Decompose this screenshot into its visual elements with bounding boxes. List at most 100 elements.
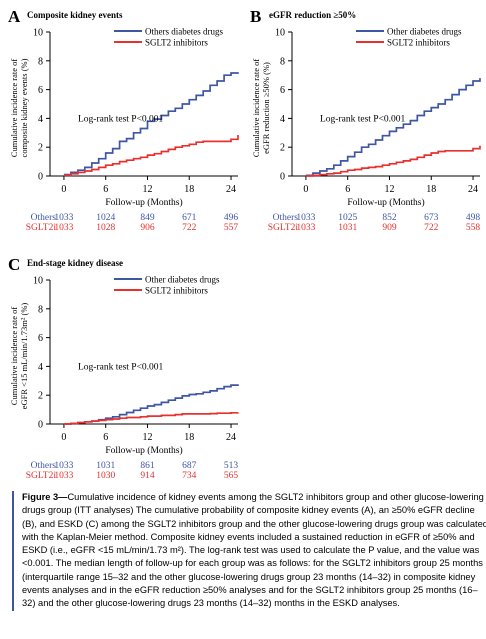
panel-title: Composite kidney events [27, 10, 123, 20]
y-axis-label: eGFR reduction ≥50% (%) [261, 62, 271, 154]
y-tick-label: 10 [33, 28, 43, 39]
risk-value: 1033 [296, 213, 315, 223]
x-tick-label: 6 [103, 432, 108, 443]
y-tick-label: 0 [38, 420, 43, 431]
y-axis-label: eGFR <15 mL/min/1.73m² (%) [19, 303, 29, 410]
x-tick-label: 12 [142, 432, 152, 443]
x-tick-label: 24 [226, 432, 236, 443]
x-tick-label: 18 [184, 432, 194, 443]
risk-value: 1033 [54, 471, 73, 481]
y-tick-label: 10 [33, 276, 43, 287]
risk-value: 496 [224, 213, 239, 223]
legend-label: SGLT2 inhibitors [145, 38, 208, 48]
risk-row-label: SGLT2i [26, 223, 57, 233]
y-tick-label: 4 [280, 114, 285, 125]
risk-row-label: Others [31, 213, 57, 223]
y-tick-label: 4 [38, 362, 43, 373]
series-line-sglt2 [63, 411, 239, 425]
risk-value: 909 [382, 223, 397, 233]
risk-value: 1031 [96, 461, 115, 471]
x-axis-label: Follow-up (Months) [347, 197, 424, 208]
y-tick-label: 0 [38, 172, 43, 183]
y-tick-label: 2 [280, 143, 285, 154]
risk-row-label: Others [273, 213, 299, 223]
log-rank-annotation: Log-rank test P<0.001 [320, 114, 406, 124]
x-tick-label: 18 [184, 184, 194, 195]
risk-value: 558 [466, 223, 481, 233]
risk-value: 1033 [54, 213, 73, 223]
x-tick-label: 0 [303, 184, 308, 195]
risk-value: 1024 [96, 213, 115, 223]
panel-letter: A [8, 7, 21, 26]
panel-letter: B [250, 7, 261, 26]
y-axis-label: Cumulative incidence rate of [9, 59, 19, 158]
log-rank-annotation: Log-rank test P<0.001 [78, 362, 164, 372]
y-tick-label: 6 [38, 333, 43, 344]
risk-value: 557 [224, 223, 239, 233]
series-line-sglt2 [305, 145, 481, 177]
x-tick-label: 24 [468, 184, 478, 195]
y-tick-label: 6 [280, 85, 285, 96]
y-tick-label: 8 [280, 56, 285, 67]
x-tick-label: 12 [142, 184, 152, 195]
y-tick-label: 2 [38, 143, 43, 154]
panel-letter: C [8, 255, 20, 274]
x-tick-label: 12 [384, 184, 394, 195]
figure-caption: Figure 3—Cumulative incidence of kidney … [12, 491, 486, 611]
x-tick-label: 0 [61, 432, 66, 443]
caption-text: Cumulative incidence of kidney events am… [22, 492, 486, 609]
risk-value: 1033 [54, 461, 73, 471]
risk-value: 1033 [296, 223, 315, 233]
x-axis-label: Follow-up (Months) [105, 445, 182, 456]
series-line-others [63, 384, 239, 425]
y-axis-label: composite kidney events (%) [19, 58, 29, 157]
risk-value: 565 [224, 471, 239, 481]
x-tick-label: 18 [426, 184, 436, 195]
risk-row-label: SGLT2i [268, 223, 299, 233]
series-line-others [63, 72, 239, 176]
x-tick-label: 6 [345, 184, 350, 195]
risk-value: 906 [140, 223, 155, 233]
x-tick-label: 0 [61, 184, 66, 195]
legend-label: Others diabetes drugs [145, 27, 223, 37]
y-tick-label: 4 [38, 114, 43, 125]
panel-title: eGFR reduction ≥50% [269, 10, 356, 20]
risk-value: 1031 [338, 223, 357, 233]
risk-value: 734 [182, 471, 197, 481]
legend-label: SGLT2 inhibitors [387, 38, 450, 48]
y-axis-label: Cumulative incidence rate of [9, 307, 19, 406]
x-tick-label: 24 [226, 184, 236, 195]
series-line-sglt2 [63, 135, 239, 177]
x-axis-label: Follow-up (Months) [105, 197, 182, 208]
risk-value: 687 [182, 461, 197, 471]
y-axis-label: Cumulative incidence rate of [251, 59, 261, 158]
caption-lead: Figure 3— [22, 492, 68, 502]
legend-label: SGLT2 inhibitors [145, 286, 208, 296]
risk-value: 671 [182, 213, 197, 223]
risk-value: 722 [424, 223, 439, 233]
y-tick-label: 8 [38, 56, 43, 67]
risk-value: 673 [424, 213, 439, 223]
risk-value: 852 [382, 213, 397, 223]
series-line-others [305, 78, 481, 177]
legend-label: Other diabetes drugs [145, 275, 220, 285]
legend-label: Other diabetes drugs [387, 27, 462, 37]
risk-value: 1033 [54, 223, 73, 233]
risk-row-label: SGLT2i [26, 471, 57, 481]
risk-value: 513 [224, 461, 239, 471]
log-rank-annotation: Log-rank test P<0.001 [78, 114, 164, 124]
risk-value: 1025 [338, 213, 357, 223]
y-tick-label: 10 [275, 28, 285, 39]
risk-value: 722 [182, 223, 197, 233]
y-tick-label: 0 [280, 172, 285, 183]
panel-title: End-stage kidney disease [27, 258, 123, 268]
risk-value: 861 [140, 461, 155, 471]
risk-value: 849 [140, 213, 155, 223]
y-tick-label: 6 [38, 85, 43, 96]
y-tick-label: 2 [38, 391, 43, 402]
x-tick-label: 6 [103, 184, 108, 195]
risk-value: 498 [466, 213, 481, 223]
